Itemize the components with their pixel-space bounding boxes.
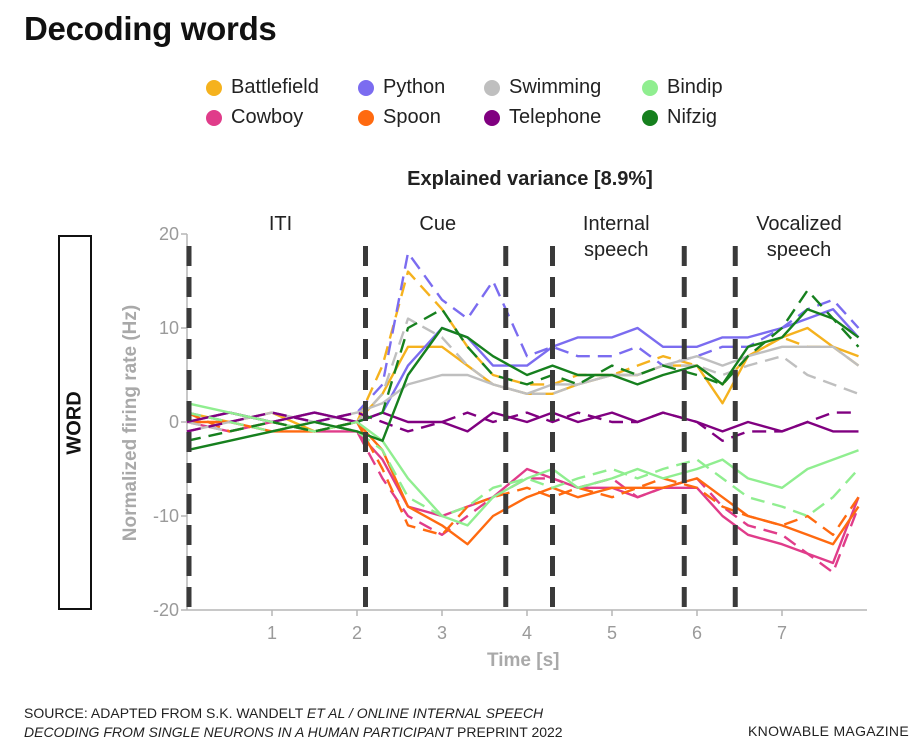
legend-item-bindip: Bindip: [642, 76, 723, 99]
source-credit: SOURCE: ADAPTED FROM S.K. WANDELT ET AL …: [24, 704, 563, 742]
series-line-python: [186, 308, 860, 424]
x-tick-label: 2: [352, 623, 362, 643]
phase-label: speech: [767, 239, 832, 261]
legend-item-python: Python: [358, 76, 445, 99]
x-tick-label: 7: [777, 623, 787, 643]
legend-swatch: [642, 109, 658, 126]
legend-swatch: [484, 79, 500, 96]
legend-label: Battlefield: [231, 76, 319, 98]
phase-label: Cue: [419, 213, 456, 235]
legend-swatch: [642, 79, 658, 96]
series-line-dashed-python: [186, 251, 860, 424]
series-line-dashed-cowboy: [186, 420, 860, 574]
series-line-nifzig: [186, 308, 860, 452]
y-tick-label: -20: [153, 600, 179, 620]
source-text: PREPRINT 2022: [453, 724, 563, 740]
phase-label: speech: [584, 239, 649, 261]
source-text: SOURCE: ADAPTED FROM S.K. WANDELT: [24, 705, 307, 721]
row-label-box: WORD: [58, 235, 92, 610]
legend-swatch: [206, 79, 222, 96]
series-line-dashed-telephone: [186, 411, 859, 442]
legend-item-nifzig: Nifzig: [642, 106, 717, 129]
legend-swatch: [206, 109, 222, 126]
series-line-spoon: [187, 420, 860, 546]
legend-label: Telephone: [509, 106, 602, 128]
legend-item-cowboy: Cowboy: [206, 106, 303, 129]
legend-swatch: [358, 109, 374, 126]
x-tick-label: 6: [692, 623, 702, 643]
legend-label: Python: [383, 76, 446, 98]
source-text-italic: DECODING FROM SINGLE NEURONS IN A HUMAN …: [24, 724, 454, 740]
chart-title: Explained variance [8.9%]: [407, 168, 653, 190]
legend-swatch: [358, 79, 374, 96]
chart-legend: Battlefield Python Swimming Bindip Cowbo…: [206, 76, 766, 138]
source-text-italic: ET AL / ONLINE INTERNAL SPEECH: [306, 705, 544, 721]
phase-label: ITI: [269, 213, 292, 235]
legend-item-telephone: Telephone: [484, 106, 601, 129]
y-tick-label: 10: [159, 318, 179, 338]
legend-item-swimming: Swimming: [484, 76, 601, 99]
x-tick-label: 5: [607, 623, 617, 643]
legend-label: Spoon: [383, 106, 441, 128]
y-tick-label: -10: [153, 506, 179, 526]
legend-label: Bindip: [667, 76, 723, 98]
phase-label: Vocalized: [756, 213, 842, 235]
legend-item-spoon: Spoon: [358, 106, 441, 129]
chart-plot: 20 10 0 -10 -20 1 2 3 4 5 6 7 ITI Cue Internal speech Vo…: [153, 213, 867, 643]
page-title: Decoding words: [24, 10, 277, 47]
publisher-credit: KNOWABLE MAGAZINE: [748, 723, 909, 739]
legend-item-battlefield: Battlefield: [206, 76, 319, 99]
x-tick-label: 1: [267, 623, 277, 643]
legend-label: Cowboy: [231, 106, 304, 128]
phase-label: Internal: [583, 213, 650, 235]
y-tick-label: 0: [169, 412, 179, 432]
x-axis-label: Time [s]: [487, 650, 560, 671]
legend-label: Swimming: [509, 76, 602, 98]
legend-swatch: [484, 109, 500, 126]
series-line-cowboy: [186, 420, 860, 565]
legend-label: Nifzig: [667, 106, 718, 128]
x-tick-label: 3: [437, 623, 447, 643]
y-tick-label: 20: [159, 224, 179, 244]
x-tick-label: 4: [522, 623, 532, 643]
